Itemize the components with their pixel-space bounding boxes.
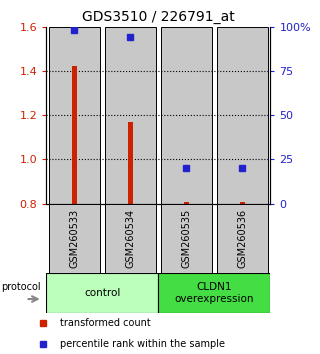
Title: GDS3510 / 226791_at: GDS3510 / 226791_at — [82, 10, 235, 24]
Bar — [240, 202, 245, 204]
Bar — [161, 27, 212, 204]
Bar — [128, 122, 133, 204]
Text: GSM260533: GSM260533 — [69, 209, 79, 268]
Text: CLDN1
overexpression: CLDN1 overexpression — [175, 282, 254, 304]
Text: GSM260535: GSM260535 — [181, 209, 191, 268]
Text: transformed count: transformed count — [60, 319, 151, 329]
Text: GSM260536: GSM260536 — [237, 209, 247, 268]
Bar — [49, 204, 100, 273]
Text: protocol: protocol — [1, 282, 41, 292]
Text: GSM260534: GSM260534 — [125, 209, 135, 268]
Bar — [105, 204, 156, 273]
Bar — [217, 204, 268, 273]
Bar — [72, 67, 77, 204]
Bar — [105, 27, 156, 204]
Bar — [161, 204, 212, 273]
Bar — [46, 273, 158, 313]
Bar — [49, 27, 100, 204]
Text: control: control — [84, 288, 121, 298]
Text: percentile rank within the sample: percentile rank within the sample — [60, 339, 225, 349]
Bar — [184, 202, 189, 204]
Bar — [158, 273, 270, 313]
Bar — [217, 27, 268, 204]
